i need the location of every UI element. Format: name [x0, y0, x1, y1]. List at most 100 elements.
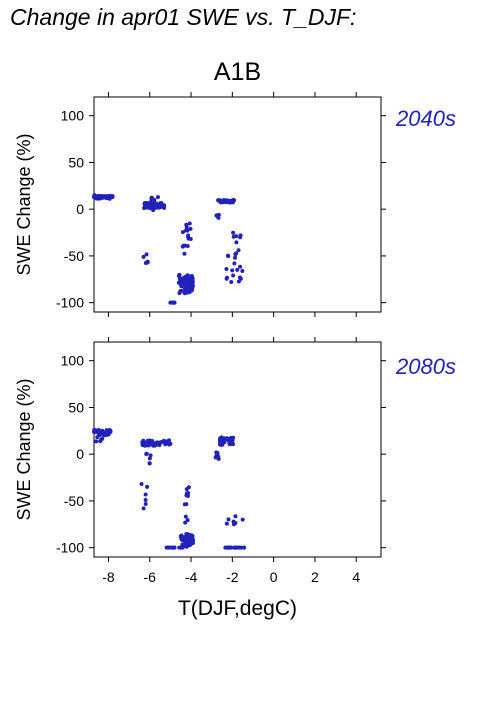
- data-point: [233, 545, 238, 550]
- x-tick-label: 0: [270, 569, 278, 585]
- y-tick-label: -50: [64, 493, 84, 509]
- data-point: [178, 278, 183, 283]
- data-point: [238, 235, 243, 240]
- data-point: [222, 198, 227, 203]
- data-point: [184, 275, 189, 280]
- data-point: [172, 300, 177, 305]
- data-point: [139, 481, 144, 486]
- data-point: [97, 194, 102, 199]
- data-point: [190, 281, 195, 286]
- data-point: [103, 194, 108, 199]
- data-point: [224, 276, 229, 281]
- data-point: [143, 440, 148, 445]
- data-point: [152, 197, 157, 202]
- y-tick-label: 50: [68, 399, 84, 415]
- data-point: [172, 545, 177, 550]
- data-point: [242, 545, 247, 550]
- data-point: [184, 502, 189, 507]
- x-tick-label: -6: [144, 569, 157, 585]
- y-axis-label: SWE Change (%): [14, 133, 34, 275]
- data-point: [230, 438, 235, 443]
- data-point: [233, 520, 238, 525]
- data-point: [231, 273, 236, 278]
- data-point: [177, 545, 182, 550]
- plot-frame: [93, 341, 382, 558]
- y-tick-label: -100: [56, 540, 84, 556]
- data-point: [187, 221, 192, 226]
- y-axis-label: SWE Change (%): [14, 378, 34, 520]
- data-point: [233, 514, 238, 519]
- data-point: [95, 435, 100, 440]
- scenario-label: A1B: [214, 58, 261, 86]
- data-point: [155, 195, 160, 200]
- scatter-panel-2080s: -100 -50 0 50 100 -8 -6 -4 -2 0 2 4 SWE Change (%) 20…: [14, 337, 456, 620]
- data-point: [237, 275, 242, 280]
- data-point: [141, 506, 146, 511]
- data-point: [215, 213, 220, 218]
- data-point: [182, 251, 187, 256]
- x-axis-label: T(DJF,degC): [178, 597, 297, 620]
- data-point: [233, 255, 238, 260]
- data-point: [92, 429, 97, 434]
- data-point: [150, 442, 155, 447]
- data-point: [185, 228, 190, 233]
- data-point: [187, 534, 192, 539]
- data-point: [190, 537, 195, 542]
- data-point: [235, 267, 240, 272]
- plot-frame: [93, 96, 382, 313]
- data-point: [224, 267, 229, 272]
- data-point: [218, 436, 223, 441]
- data-point: [92, 193, 97, 198]
- data-point: [107, 193, 112, 198]
- y-tick-label: 100: [61, 353, 85, 369]
- data-point: [184, 280, 189, 285]
- data-point: [166, 545, 171, 550]
- data-point: [144, 451, 149, 456]
- data-point: [186, 285, 191, 290]
- data-point: [236, 248, 241, 253]
- data-point: [188, 541, 193, 546]
- data-point: [237, 545, 242, 550]
- data-point: [189, 274, 194, 279]
- x-tick-label: -4: [185, 569, 198, 585]
- data-point: [151, 208, 156, 213]
- data-point: [187, 290, 192, 295]
- data-point: [226, 517, 231, 522]
- period-label: 2040s: [395, 106, 456, 131]
- data-point: [222, 437, 227, 442]
- data-point: [181, 243, 186, 248]
- data-point: [224, 521, 229, 526]
- data-point: [229, 279, 234, 284]
- data-point: [233, 252, 238, 257]
- data-point: [104, 431, 109, 436]
- x-tick-label: -2: [226, 569, 239, 585]
- data-point: [240, 269, 245, 274]
- data-point: [229, 545, 234, 550]
- data-point: [185, 518, 190, 523]
- data-point: [188, 226, 193, 231]
- data-point: [185, 243, 190, 248]
- data-point: [231, 230, 236, 235]
- data-point: [238, 264, 243, 269]
- data-point: [143, 492, 148, 497]
- data-point: [154, 205, 159, 210]
- data-point: [214, 455, 219, 460]
- data-point: [181, 276, 186, 281]
- data-point: [234, 240, 239, 245]
- data-point: [183, 520, 188, 525]
- data-point: [176, 273, 181, 278]
- data-point: [186, 233, 191, 238]
- scatter-panel-2040s: -100 -50 0 50 100 SWE Change (%) 2040s: [14, 92, 456, 317]
- data-point: [216, 198, 221, 203]
- data-point: [230, 268, 235, 273]
- data-point: [156, 202, 161, 207]
- data-point: [148, 453, 153, 458]
- data-point: [240, 517, 245, 522]
- data-point: [214, 450, 219, 455]
- data-point: [184, 224, 189, 229]
- data-point: [142, 205, 147, 210]
- data-point: [143, 502, 148, 507]
- data-point: [161, 203, 166, 208]
- y-tick-label: 0: [76, 201, 84, 217]
- data-point: [143, 497, 148, 502]
